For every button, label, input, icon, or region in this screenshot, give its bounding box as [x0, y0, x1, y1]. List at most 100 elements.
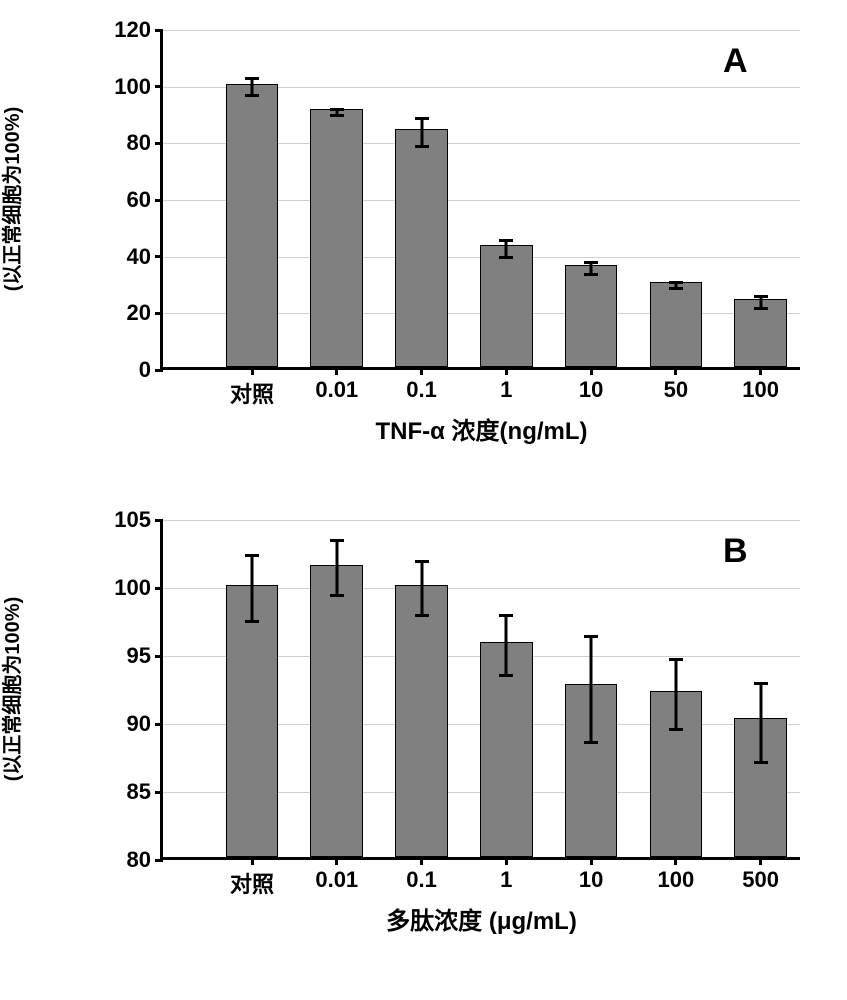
- y-tick: [155, 723, 163, 726]
- x-tick-label: 10: [579, 867, 603, 893]
- error-cap: [754, 307, 768, 310]
- x-tick-label: 0.1: [406, 377, 437, 403]
- error-bar: [759, 683, 762, 762]
- error-cap: [245, 94, 259, 97]
- y-tick: [155, 255, 163, 258]
- x-tick: [335, 367, 338, 375]
- y-tick: [155, 29, 163, 32]
- error-bar: [505, 615, 508, 675]
- x-tick: [590, 857, 593, 865]
- error-cap: [584, 741, 598, 744]
- figure-page: 020406080100120对照0.010.111050100TNF-α 浓度…: [0, 0, 847, 1000]
- bar: [310, 109, 363, 367]
- error-cap: [415, 560, 429, 563]
- y-tick-label: 0: [139, 357, 151, 383]
- error-cap: [330, 108, 344, 111]
- error-bar: [420, 118, 423, 146]
- error-bar: [420, 561, 423, 615]
- y-tick: [155, 312, 163, 315]
- error-cap: [669, 287, 683, 290]
- error-cap: [584, 261, 598, 264]
- error-cap: [245, 554, 259, 557]
- error-cap: [669, 658, 683, 661]
- x-tick-label: 1: [500, 377, 512, 403]
- x-tick-label: 对照: [230, 377, 274, 409]
- x-tick-label: 50: [664, 377, 688, 403]
- y-tick-label: 100: [114, 74, 151, 100]
- error-cap: [330, 594, 344, 597]
- y-tick-label: 100: [114, 575, 151, 601]
- y-tick-label: 60: [127, 187, 151, 213]
- bar: [395, 129, 448, 367]
- error-bar: [335, 540, 338, 594]
- chart-a-plot-area: 020406080100120对照0.010.111050100TNF-α 浓度…: [160, 30, 800, 370]
- bar: [650, 282, 703, 367]
- error-cap: [754, 761, 768, 764]
- error-bar: [251, 78, 254, 95]
- bar: [395, 585, 448, 857]
- x-tick: [251, 857, 254, 865]
- bar: [310, 565, 363, 857]
- grid-line: [163, 520, 800, 521]
- error-bar: [590, 636, 593, 742]
- y-axis-title-line2: (以正常细胞为100%): [0, 596, 25, 780]
- error-cap: [584, 635, 598, 638]
- x-tick: [759, 857, 762, 865]
- x-tick: [590, 367, 593, 375]
- x-tick-label: 0.01: [315, 867, 358, 893]
- chart-b-plot-area: 80859095100105对照0.010.1110100500多肽浓度 (μg…: [160, 520, 800, 860]
- y-tick: [155, 369, 163, 372]
- y-tick-label: 80: [127, 130, 151, 156]
- y-tick: [155, 85, 163, 88]
- bar: [480, 245, 533, 367]
- x-tick: [420, 367, 423, 375]
- y-axis-title-line2: (以正常细胞为100%): [0, 106, 25, 290]
- panel-letter-a: A: [723, 42, 748, 81]
- y-tick-label: 120: [114, 17, 151, 43]
- error-cap: [499, 614, 513, 617]
- error-cap: [584, 273, 598, 276]
- y-tick: [155, 791, 163, 794]
- error-cap: [754, 295, 768, 298]
- y-tick-label: 85: [127, 779, 151, 805]
- x-tick-label: 10: [579, 377, 603, 403]
- y-tick-label: 40: [127, 244, 151, 270]
- error-cap: [754, 682, 768, 685]
- x-tick-label: 500: [742, 867, 779, 893]
- y-tick-label: 80: [127, 847, 151, 873]
- x-tick: [759, 367, 762, 375]
- y-tick-label: 95: [127, 643, 151, 669]
- x-axis-title: 多肽浓度 (μg/mL): [386, 901, 577, 936]
- error-bar: [251, 555, 254, 620]
- x-tick: [251, 367, 254, 375]
- error-cap: [669, 728, 683, 731]
- y-tick-label: 105: [114, 507, 151, 533]
- error-cap: [415, 117, 429, 120]
- chart-b: 80 85 90 95 100 105 对照 0.01 0.1 1 10 100 500 多肽浓度 (μg…: [40, 510, 807, 950]
- x-tick: [335, 857, 338, 865]
- y-tick: [155, 655, 163, 658]
- error-bar: [674, 659, 677, 730]
- error-cap: [499, 239, 513, 242]
- x-tick: [505, 367, 508, 375]
- bar: [226, 585, 279, 857]
- bar: [226, 84, 279, 367]
- x-tick-label: 1: [500, 867, 512, 893]
- y-tick: [155, 199, 163, 202]
- x-tick: [505, 857, 508, 865]
- x-tick-label: 0.1: [406, 867, 437, 893]
- error-cap: [499, 674, 513, 677]
- error-cap: [330, 539, 344, 542]
- x-tick-label: 对照: [230, 867, 274, 899]
- y-tick-label: 20: [127, 300, 151, 326]
- error-cap: [415, 614, 429, 617]
- y-tick: [155, 859, 163, 862]
- x-tick: [674, 857, 677, 865]
- y-axis-title: 细胞存活率(以正常细胞为100%): [0, 596, 25, 780]
- x-tick-label: 100: [657, 867, 694, 893]
- y-tick: [155, 142, 163, 145]
- error-cap: [330, 114, 344, 117]
- y-tick-label: 90: [127, 711, 151, 737]
- x-tick-label: 0.01: [315, 377, 358, 403]
- panel-letter-b: B: [723, 532, 748, 571]
